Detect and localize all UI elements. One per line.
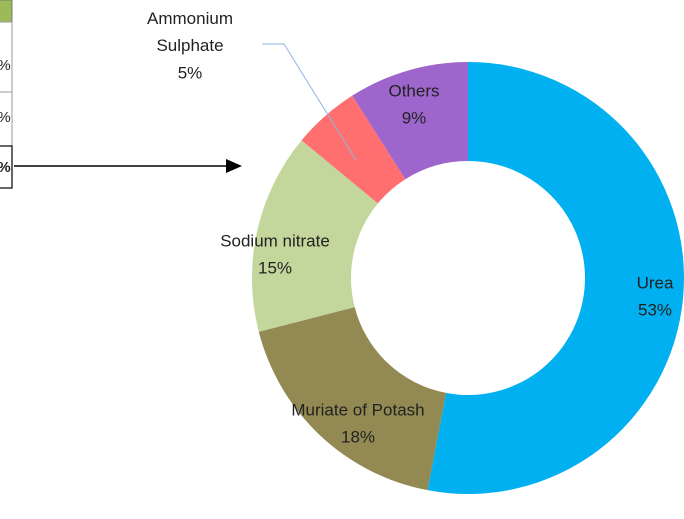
- value-label: 9%: [402, 108, 427, 127]
- category-label: Muriate of Potash: [291, 400, 424, 419]
- leader-line: [262, 43, 357, 161]
- table-header: [0, 0, 13, 23]
- table-cell: [0, 145, 13, 189]
- category-label: Others: [388, 81, 439, 100]
- table-text: %: [0, 109, 11, 126]
- donut-slice: [301, 95, 406, 204]
- table-text: %: [0, 57, 11, 74]
- donut-slice: [251, 140, 378, 332]
- value-label: 18%: [341, 427, 375, 446]
- table-fragment: % % %: [0, 0, 13, 189]
- donut-slice: [352, 62, 468, 180]
- arrow-head: [226, 159, 242, 173]
- category-label: Urea: [637, 273, 674, 292]
- category-label: Sodium nitrate: [220, 231, 330, 250]
- donut-slice: [258, 307, 447, 491]
- donut-slice: [427, 62, 684, 494]
- value-label: 15%: [258, 258, 292, 277]
- value-label: 5%: [178, 63, 203, 82]
- value-label: 53%: [638, 300, 672, 319]
- category-label: Ammonium Sulphate: [147, 9, 233, 55]
- table-text: %: [0, 159, 11, 176]
